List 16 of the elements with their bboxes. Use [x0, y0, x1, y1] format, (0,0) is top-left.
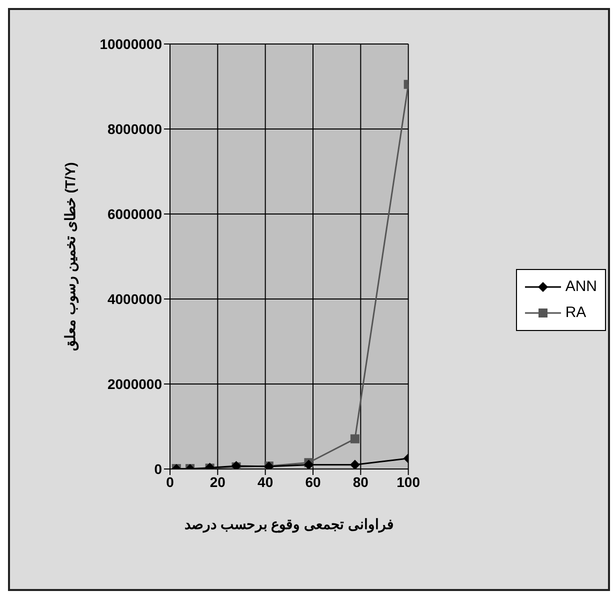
x-axis-title: فراوانی تجمعی وقوع برحسب درصد [184, 516, 394, 533]
y-tick-label: 8000000 [107, 120, 162, 137]
y-tick-label: 2000000 [107, 376, 162, 392]
y-axis-title: خطای تخمین رسوب معلق (T/Y) [62, 162, 79, 351]
y-tick-label: 0 [154, 460, 162, 477]
legend-label: RA [565, 304, 586, 321]
legend-label: ANN [565, 278, 597, 295]
x-tick-label: 80 [352, 474, 369, 490]
x-tick-label: 60 [305, 474, 321, 490]
y-tick-label: 10000000 [100, 36, 162, 52]
x-tick-label: 40 [258, 474, 274, 490]
x-tick-label: 100 [396, 474, 420, 490]
y-tick-label: 4000000 [107, 290, 162, 307]
x-tick-label: 0 [166, 474, 174, 490]
x-tick-label: 20 [210, 474, 226, 490]
y-tick-label: 6000000 [107, 206, 162, 222]
